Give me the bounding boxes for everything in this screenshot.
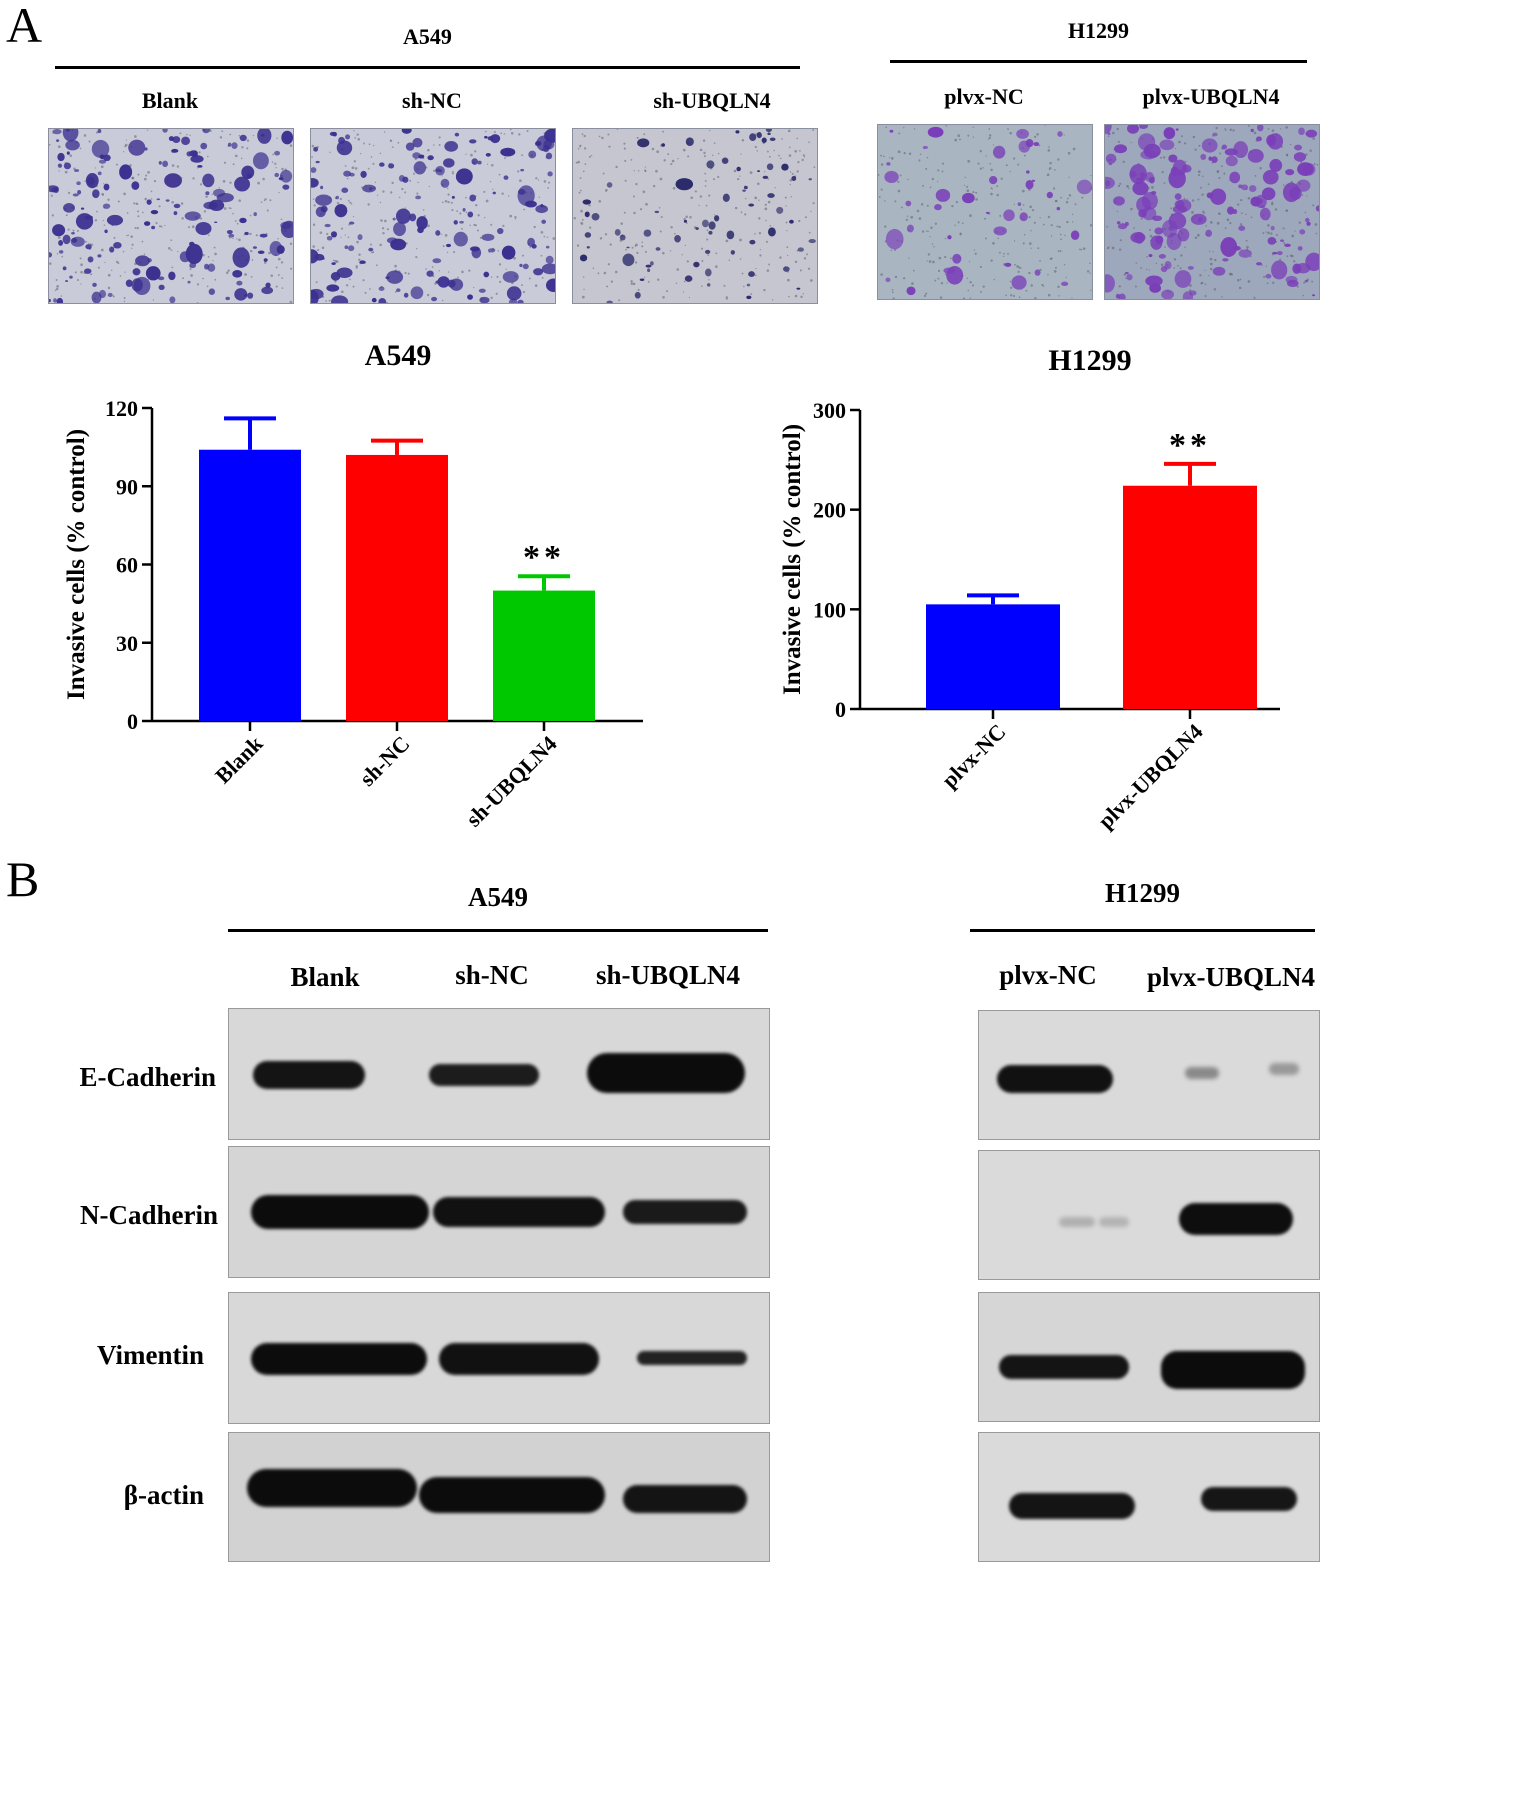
- y-tick-label: 0: [127, 709, 138, 734]
- bar: [199, 449, 301, 721]
- row-label-vimentin: Vimentin: [97, 1340, 204, 1370]
- bar: [493, 590, 595, 721]
- h1299-blot-title: H1299: [1104, 878, 1180, 908]
- x-tick-label: plvx-UBQLN4: [1093, 719, 1207, 833]
- blot-a549-n-cadherin: [228, 1146, 770, 1278]
- blot-h1299-vimentin: [978, 1292, 1320, 1422]
- bar: [1123, 485, 1257, 709]
- h1299-blot-rule: [970, 929, 1315, 932]
- y-tick-label: 0: [835, 697, 846, 722]
- x-tick-label: sh-UBQLN4: [461, 731, 562, 832]
- row-label-beta-actin: β-actin: [123, 1480, 204, 1510]
- blot-a549-e-cadherin: [228, 1008, 770, 1140]
- h1299-micrograph-rule: [890, 60, 1307, 63]
- row-label-e-cadherin: E-Cadherin: [79, 1062, 216, 1092]
- y-tick-label: 200: [813, 498, 846, 523]
- blot-label-plvx-nc: plvx-NC: [999, 960, 1097, 990]
- blot-h1299-beta-actin: [978, 1432, 1320, 1562]
- y-tick-label: 300: [813, 398, 846, 423]
- micrograph-label-sh-ubqln4: sh-UBQLN4: [653, 88, 771, 113]
- blot-h1299-n-cadherin: [978, 1150, 1320, 1280]
- a549-micrograph-rule: [55, 66, 800, 69]
- chart-a549: A549 Invasive cells (% control) 0 30 60 90 120…: [63, 339, 643, 832]
- significance-mark: **: [1169, 427, 1211, 464]
- x-tick-label: plvx-NC: [937, 719, 1011, 793]
- blot-label-sh-ubqln4: sh-UBQLN4: [595, 960, 741, 990]
- micrograph-label-plvx-ubqln4: plvx-UBQLN4: [1142, 84, 1280, 109]
- chart-h1299: H1299 Invasive cells (% control) 0 100 200 30…: [779, 344, 1280, 833]
- chart-title: H1299: [1048, 344, 1131, 377]
- chart-title: A549: [365, 339, 432, 372]
- row-label-n-cadherin: N-Cadherin: [79, 1200, 218, 1230]
- micrograph-plvx-nc: [877, 124, 1093, 300]
- blot-a549-vimentin: [228, 1292, 770, 1424]
- y-tick-label: 120: [105, 396, 138, 421]
- micrograph-label-plvx-nc: plvx-NC: [944, 84, 1024, 109]
- a549-micrograph-title: A549: [403, 24, 452, 49]
- y-tick-label: 90: [116, 474, 138, 499]
- micrograph-label-blank: Blank: [141, 88, 199, 113]
- a549-blot-rule: [228, 929, 768, 932]
- bar: [926, 604, 1060, 709]
- micrograph-sh-nc: [310, 128, 556, 304]
- h1299-micrograph-title: H1299: [1067, 18, 1130, 43]
- a549-blot-title: A549: [468, 882, 528, 912]
- micrograph-blank: [48, 128, 294, 304]
- micrograph-sh-ubqln4: [572, 128, 818, 304]
- micrograph-plvx-ubqln4: [1104, 124, 1320, 300]
- micrograph-label-sh-nc: sh-NC: [402, 88, 462, 113]
- blot-label-blank: Blank: [290, 962, 360, 992]
- significance-mark: **: [523, 539, 565, 576]
- blot-a549-beta-actin: [228, 1432, 770, 1562]
- panel-letter-b: B: [6, 851, 40, 907]
- blot-label-sh-nc: sh-NC: [455, 960, 529, 990]
- blot-h1299-e-cadherin: [978, 1010, 1320, 1140]
- x-tick-label: sh-NC: [354, 731, 414, 791]
- x-tick-label: Blank: [210, 730, 268, 788]
- y-tick-label: 30: [116, 631, 138, 656]
- blot-label-plvx-ubqln4: plvx-UBQLN4: [1146, 962, 1316, 992]
- panel-letter-a: A: [6, 0, 43, 53]
- y-tick-label: 60: [116, 553, 138, 578]
- y-axis-label: Invasive cells (% control): [63, 429, 90, 700]
- bar: [346, 454, 448, 721]
- y-tick-label: 100: [813, 597, 846, 622]
- y-axis-label: Invasive cells (% control): [779, 424, 806, 695]
